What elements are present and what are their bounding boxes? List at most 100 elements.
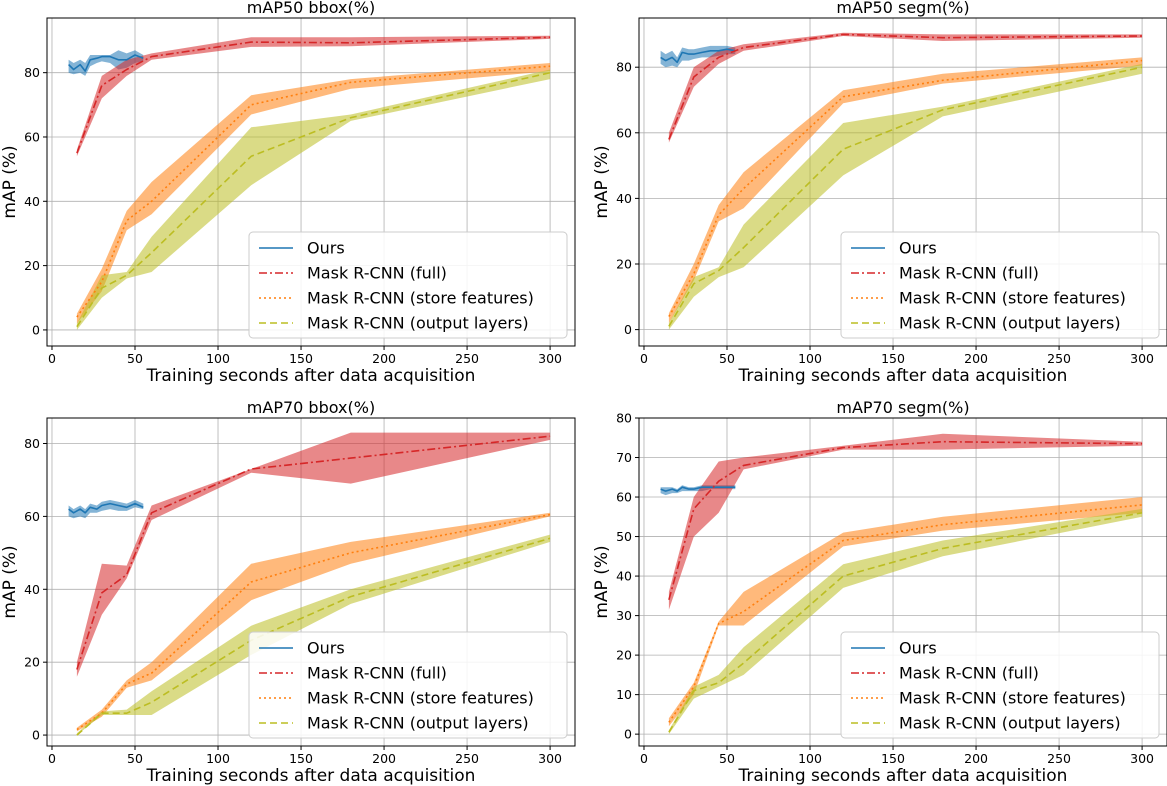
series-line-ours [68,54,144,72]
y-tick-label: 40 [616,191,632,206]
axes-frame [46,17,576,347]
x-tick-label: 150 [289,751,313,766]
y-tick-label: 60 [24,129,40,144]
band-ours [68,50,144,76]
y-axis-label: mAP (%) [592,145,612,218]
chart-title: mAP50 bbox(%) [247,0,375,17]
x-tick-label: 300 [1130,351,1154,366]
band-ours [68,500,144,519]
x-tick-label: 200 [372,751,396,766]
axes-frame [46,417,576,747]
legend-label-output: Mask R-CNN (output layers) [307,714,529,733]
x-tick-label: 50 [127,351,143,366]
series-line-ours [660,486,736,492]
legend-box [840,231,1160,339]
y-tick-label: 0 [32,322,40,337]
y-tick-label: 60 [24,509,40,524]
legend-box [840,631,1160,739]
band-output [668,508,1143,735]
y-tick-label: 60 [616,125,632,140]
x-tick-label: 200 [964,351,988,366]
chart-panel-3: 0 50 100 150 200 250 300 0 20 40 60 80 mAP70 bbox(%)… [0,398,576,786]
y-tick-label: 60 [616,490,632,505]
legend-label-full: Mask R-CNN (full) [307,264,447,283]
legend-label-store: Mask R-CNN (store features) [307,289,534,308]
legend-label-output: Mask R-CNN (output layers) [899,714,1121,733]
series-line-ours [68,502,144,514]
x-tick-label: 50 [719,351,735,366]
series-line-output [668,66,1143,327]
y-tick-label: 30 [616,608,632,623]
series-line-store [668,59,1143,317]
legend-label-output: Mask R-CNN (output layers) [899,314,1121,333]
y-axis-label: mAP (%) [0,545,20,618]
y-tick-label: 0 [624,322,632,337]
x-tick-label: 300 [538,351,562,366]
band-output [76,69,551,330]
series-line-full [76,36,551,154]
legend-label-full: Mask R-CNN (full) [307,664,447,683]
band-output [76,534,551,736]
legend-label-full: Mask R-CNN (full) [899,264,1039,283]
x-tick-label: 250 [1047,751,1071,766]
band-output [668,63,1143,330]
series-line-output [668,512,1143,733]
y-tick-label: 20 [24,655,40,670]
y-tick-label: 80 [616,60,632,75]
x-axis-label: Training seconds after data acquisition [738,766,1068,786]
y-axis-label: mAP (%) [0,145,20,218]
series-line-output [76,537,551,736]
x-tick-label: 300 [538,751,562,766]
y-tick-label: 20 [616,257,632,272]
legend-box [248,231,568,339]
x-axis-label: Training seconds after data acquisition [146,766,476,786]
legend-label-store: Mask R-CNN (store features) [899,689,1126,708]
y-tick-label: 80 [24,436,40,451]
chart-title: mAP50 segm(%) [836,0,969,17]
series-line-ours [660,48,736,64]
x-tick-label: 0 [48,751,56,766]
x-tick-label: 250 [455,351,479,366]
chart-panel-4: 0 50 100 150 200 250 300 0 10 20 30 40 50 60 70 80 mAP70… [592,398,1167,786]
legend-label-store: Mask R-CNN (store features) [307,689,534,708]
legend-label-output: Mask R-CNN (output layers) [307,314,529,333]
y-tick-label: 40 [24,582,40,597]
series-line-store [76,513,551,731]
chart-title: mAP70 segm(%) [836,398,969,417]
legend-label-store: Mask R-CNN (store features) [899,289,1126,308]
legend: Ours Mask R-CNN (full) Mask R-CNN (store f… [248,631,568,739]
legend-label-ours: Ours [899,239,937,258]
x-tick-label: 100 [798,751,822,766]
y-tick-label: 0 [32,728,40,743]
y-tick-label: 70 [616,450,632,465]
y-tick-label: 20 [24,258,40,273]
x-tick-label: 250 [1047,351,1071,366]
x-axis-label: Training seconds after data acquisition [738,366,1068,386]
band-store [76,512,551,732]
x-tick-label: 300 [1130,751,1154,766]
x-tick-label: 0 [48,351,56,366]
y-tick-label: 20 [616,648,632,663]
x-tick-label: 50 [719,751,735,766]
legend-label-ours: Ours [307,639,345,658]
x-tick-label: 200 [964,751,988,766]
axes-frame [638,417,1167,747]
x-tick-label: 100 [798,351,822,366]
y-tick-label: 80 [616,411,632,426]
legend-label-ours: Ours [307,239,345,258]
x-tick-label: 250 [455,751,479,766]
legend-label-ours: Ours [899,639,937,658]
x-tick-label: 200 [372,351,396,366]
y-tick-label: 10 [616,687,632,702]
x-tick-label: 50 [127,751,143,766]
axes-frame [638,17,1167,347]
series-line-store [76,65,551,318]
x-tick-label: 100 [206,751,230,766]
chart-title: mAP70 bbox(%) [247,398,375,417]
legend-box [248,631,568,739]
series-line-full [76,435,551,670]
band-store [76,63,551,324]
legend-label-full: Mask R-CNN (full) [899,664,1039,683]
y-axis-label: mAP (%) [592,545,612,618]
